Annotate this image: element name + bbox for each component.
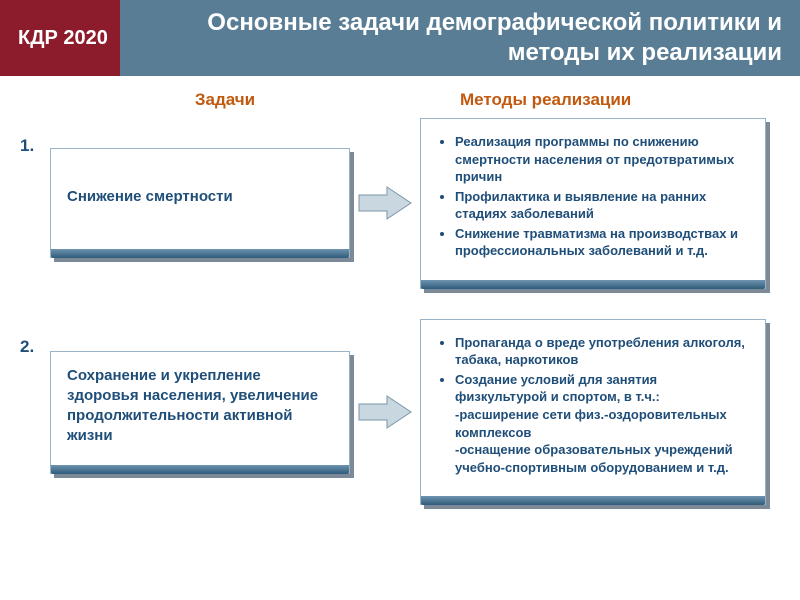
arrow-right-icon [357, 392, 413, 432]
task-box: Снижение смертности [50, 148, 350, 258]
task-box: Сохранение и укрепление здоровья населен… [50, 351, 350, 474]
method-item: Реализация программы по снижению смертно… [455, 133, 749, 186]
task-row: 1. Снижение смертности Реализация програ… [0, 118, 800, 289]
column-headers: Задачи Методы реализации [0, 90, 800, 110]
task-row: 2. Сохранение и укрепление здоровья насе… [0, 319, 800, 505]
task-text: Снижение смертности [67, 187, 233, 219]
header-badge: КДР 2020 [0, 0, 126, 76]
header-title-wrap: Основные задачи демографической политики… [120, 0, 800, 76]
header: КДР 2020 Основные задачи демографической… [0, 0, 800, 76]
task-text: Сохранение и укрепление здоровья населен… [67, 366, 333, 459]
methods-list: Реализация программы по снижению смертно… [437, 133, 749, 260]
method-item: Создание условий для занятия физкультуро… [455, 371, 749, 476]
method-item: Пропаганда о вреде употребления алкоголя… [455, 334, 749, 369]
row-number: 1. [20, 136, 50, 156]
method-item: Снижение травматизма на производствах и … [455, 225, 749, 260]
column-heading-methods: Методы реализации [460, 90, 760, 110]
arrow-cell [350, 183, 420, 223]
method-item: Профилактика и выявление на ранних стади… [455, 188, 749, 223]
arrow-right-icon [357, 183, 413, 223]
methods-box: Реализация программы по снижению смертно… [420, 118, 766, 289]
column-heading-tasks: Задачи [60, 90, 390, 110]
methods-box: Пропаганда о вреде употребления алкоголя… [420, 319, 766, 505]
row-number: 2. [20, 337, 50, 357]
header-title: Основные задачи демографической политики… [142, 8, 782, 68]
arrow-cell [350, 392, 420, 432]
methods-list: Пропаганда о вреде употребления алкоголя… [437, 334, 749, 476]
